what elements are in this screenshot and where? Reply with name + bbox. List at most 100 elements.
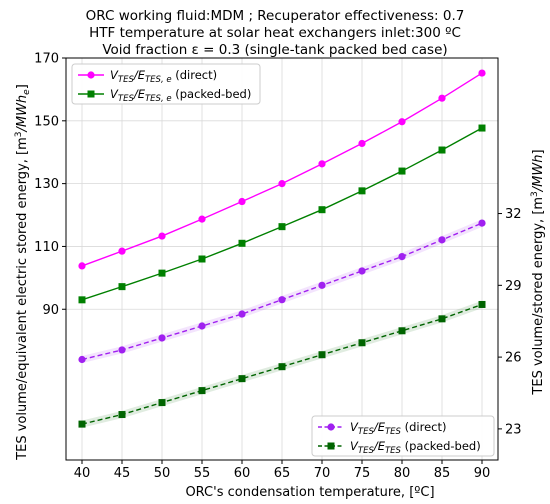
series-0-point-6 <box>318 160 326 168</box>
left-axis-label-main: TES volume/equivalent electric stored en… <box>15 137 30 461</box>
chart-title-line-3: Void fraction ε = 0.3 (single-tank packe… <box>102 42 447 58</box>
series-0-point-2 <box>158 232 166 240</box>
series-0-point-7 <box>358 139 366 148</box>
series-2-point-8 <box>398 253 406 261</box>
series-0-point-8 <box>398 118 406 126</box>
series-2-point-10 <box>478 219 486 227</box>
series-1-point-3 <box>198 255 206 263</box>
legend-slash-2: /E <box>373 420 386 434</box>
series-0-point-10 <box>478 69 486 77</box>
legend-entry-packed-bed-thermal: VTES/ETES (packed-bed) <box>318 439 481 456</box>
left-tick-label-1: 110 <box>34 240 59 255</box>
series-2-point-2 <box>158 334 166 342</box>
right-axis-label: TES volume/stored energy, [m3/MWh] <box>530 149 546 395</box>
left-axis-label-end: ] <box>15 84 30 89</box>
right-tick-label-0: 23 <box>505 422 522 437</box>
series-1-point-5 <box>278 223 286 231</box>
x-tick-label-5: 65 <box>274 466 291 481</box>
legend-esub-0: TES, e <box>145 75 172 85</box>
series-1-point-6 <box>318 206 326 214</box>
series-2-point-6 <box>318 281 326 289</box>
left-tick-label-4: 170 <box>34 52 59 67</box>
series-1-point-10 <box>478 124 486 132</box>
legend-marker-packed-bed-thermal <box>327 442 335 450</box>
right-tick-label-1: 26 <box>505 351 522 366</box>
series-0-point-4 <box>238 197 246 206</box>
legend-slash-1: /E <box>133 87 146 101</box>
series-1-point-1 <box>118 283 126 291</box>
right-axis-ticks: 23 26 29 32 <box>498 207 522 437</box>
series-3 <box>78 300 486 428</box>
series-1-point-2 <box>158 269 166 277</box>
series-3-point-10 <box>478 300 486 308</box>
series-3-point-5 <box>278 363 286 371</box>
series-3-point-7 <box>358 339 366 347</box>
left-axis-label-sup: 3 <box>14 132 24 138</box>
legend-left-box <box>71 63 261 105</box>
legend-v-0: V <box>110 68 119 82</box>
legend-slash-3: /E <box>373 439 386 453</box>
right-axis-label-mid: /MWh <box>531 155 546 193</box>
series-0-point-1 <box>118 247 126 255</box>
chart-title-line-2: HTF temperature at solar heat exchangers… <box>89 25 461 41</box>
legend-text-2: (direct) <box>401 420 447 434</box>
x-tick-label-7: 75 <box>354 466 371 481</box>
right-axis-label-sup: 3 <box>530 191 540 197</box>
series-1-point-4 <box>238 239 246 247</box>
legend-esub-2: TES <box>385 427 402 437</box>
legend-vsub-3: TES <box>358 446 375 456</box>
legend-right-box <box>311 415 495 457</box>
series-3-point-2 <box>158 399 166 407</box>
x-tick-label-2: 50 <box>154 466 171 481</box>
x-tick-label-1: 45 <box>114 466 131 481</box>
series-1-point-7 <box>358 187 366 195</box>
series-0 <box>78 69 486 270</box>
series-3-point-0 <box>78 420 86 428</box>
series-2-point-3 <box>198 322 206 330</box>
left-tick-label-2: 130 <box>34 177 59 192</box>
left-axis-label: TES volume/equivalent electric stored en… <box>14 84 32 461</box>
left-axis-label-mid: /MWh <box>15 95 30 133</box>
legend-vsub-1: TES <box>118 94 135 104</box>
series-2-point-4 <box>238 310 246 318</box>
series-3-point-1 <box>118 411 126 419</box>
right-tick-label-3: 32 <box>505 207 522 222</box>
legend-label-direct-electric: VTES/ETES, e (direct) <box>110 68 217 85</box>
series-0-point-5 <box>278 180 286 188</box>
x-tick-label-4: 60 <box>234 466 251 481</box>
series-2-point-9 <box>438 236 446 244</box>
legend-label-packed-bed-electric: VTES/ETES, e (packed-bed) <box>110 87 251 104</box>
x-tick-label-3: 55 <box>194 466 211 481</box>
series-1-point-0 <box>78 296 86 304</box>
series-2 <box>78 219 486 364</box>
series-0-point-3 <box>198 215 206 223</box>
series-1-point-8 <box>398 167 406 175</box>
series-1 <box>78 124 486 304</box>
series-3-point-3 <box>198 387 206 395</box>
legend-v-3: V <box>350 439 359 453</box>
series-3-point-6 <box>318 351 326 359</box>
right-axis-label-main: TES volume/stored energy, [m <box>531 197 546 396</box>
series-2-point-5 <box>278 296 286 304</box>
legend-entry-packed-bed-electric: VTES/ETES, e (packed-bed) <box>78 87 251 104</box>
legend-text-1: (packed-bed) <box>172 87 252 101</box>
series-1-point-9 <box>438 146 446 154</box>
legend-vsub-0: TES <box>118 75 135 85</box>
legend-right-axis: VTES/ETES (direct) VTES/ETES (packed-bed… <box>311 415 495 457</box>
series-3-point-4 <box>238 375 246 383</box>
left-tick-label-3: 150 <box>34 114 59 129</box>
legend-label-direct-thermal: VTES/ETES (direct) <box>350 420 446 437</box>
legend-v-1: V <box>110 87 119 101</box>
legend-text-0: (direct) <box>172 68 218 82</box>
legend-marker-direct-electric <box>87 71 95 79</box>
legend-esub-1: TES, e <box>145 94 172 104</box>
series-3-point-8 <box>398 327 406 335</box>
legend-left-axis: VTES/ETES, e (direct) VTES/ETES, e (pack… <box>71 63 261 105</box>
legend-slash-0: /E <box>133 68 146 82</box>
legend-v-2: V <box>350 420 359 434</box>
x-axis-ticks: 40 45 50 55 60 65 70 75 80 85 90 <box>74 460 490 481</box>
legend-marker-direct-thermal <box>327 423 335 431</box>
left-axis-ticks: 90 110 130 150 170 <box>34 52 66 318</box>
legend-text-3: (packed-bed) <box>401 439 481 453</box>
